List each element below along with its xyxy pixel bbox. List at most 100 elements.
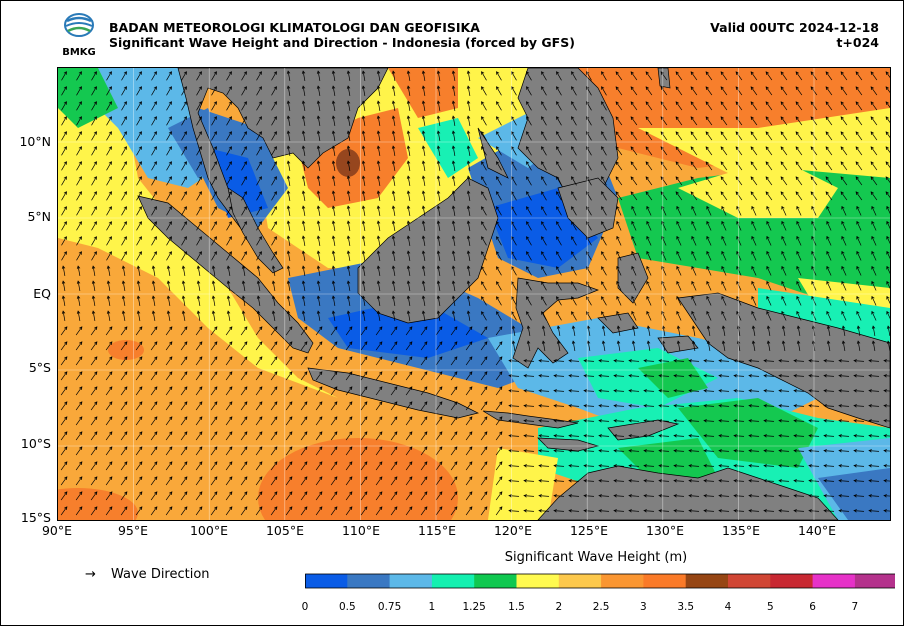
wave-arrow	[106, 221, 112, 231]
wave-arrow	[868, 419, 880, 423]
wave-arrow	[436, 160, 441, 171]
wave-arrow	[643, 464, 655, 468]
wave-arrow	[316, 145, 321, 156]
wave-arrow	[673, 434, 685, 438]
wave-arrow	[120, 476, 128, 486]
wave-arrow	[628, 374, 640, 378]
wave-arrow	[406, 100, 411, 111]
wave-arrow	[315, 401, 323, 411]
wave-arrow	[868, 434, 880, 438]
wave-arrow	[436, 130, 441, 141]
wave-arrow	[823, 449, 835, 453]
wave-arrow	[135, 431, 143, 441]
wave-arrow	[301, 295, 306, 306]
wave-arrow	[628, 509, 640, 513]
wave-arrow	[495, 401, 503, 411]
wave-arrow	[196, 71, 202, 81]
colorbar-tick-4: 1.25	[462, 601, 486, 613]
wave-arrow	[765, 71, 773, 81]
wave-arrow	[480, 476, 488, 486]
wave-arrow	[301, 205, 306, 216]
lat-tick-5n: 5°N	[27, 209, 51, 224]
wave-arrow	[615, 71, 623, 81]
wave-arrow	[883, 359, 890, 363]
wave-arrow	[196, 221, 202, 231]
wave-arrow	[91, 295, 96, 306]
wave-arrow	[330, 386, 338, 396]
wave-arrow	[391, 250, 396, 261]
wave-arrow	[556, 71, 562, 81]
wave-arrow	[703, 419, 715, 423]
wave-arrow	[571, 176, 577, 186]
wave-arrow	[271, 265, 276, 276]
wave-arrow	[210, 386, 218, 396]
wave-arrow	[151, 310, 156, 321]
wave-arrow	[166, 131, 172, 141]
wave-arrow	[826, 340, 831, 351]
wave-arrow	[210, 356, 218, 366]
wave-arrow	[301, 130, 306, 141]
wave-arrow	[390, 356, 398, 366]
wave-arrow	[450, 446, 458, 456]
wave-arrow	[838, 449, 850, 453]
wave-arrow	[466, 70, 471, 81]
wave-arrow	[883, 464, 890, 468]
wave-arrow	[583, 494, 595, 498]
wave-arrow	[688, 404, 700, 408]
wave-arrow	[391, 280, 396, 291]
wave-arrow	[75, 386, 83, 396]
wave-arrow	[853, 359, 865, 363]
wave-arrow	[180, 356, 188, 366]
wave-arrow	[556, 281, 562, 291]
wave-arrow	[405, 446, 413, 456]
wave-arrow	[196, 206, 202, 216]
wave-arrow	[840, 71, 848, 81]
wave-arrow	[643, 389, 655, 393]
wave-arrow	[436, 85, 441, 96]
wave-arrow	[61, 280, 66, 291]
wave-arrow	[271, 101, 277, 111]
wave-arrow	[241, 280, 246, 291]
wave-arrow	[76, 206, 82, 216]
wave-arrow	[181, 131, 187, 141]
wave-arrow	[795, 131, 803, 141]
lon-tick-135e: 135°E	[721, 523, 760, 538]
wave-arrow	[270, 506, 278, 516]
wave-arrow	[196, 310, 201, 321]
wave-arrow	[376, 190, 381, 201]
lat-tick-10n: 10°N	[19, 134, 51, 149]
wave-direction-arrow-icon: →	[85, 567, 96, 582]
wave-arrow	[195, 446, 203, 456]
wave-arrow	[91, 280, 96, 291]
wave-arrow	[495, 476, 503, 486]
wave-arrow	[361, 250, 366, 261]
wave-arrow	[180, 386, 188, 396]
wave-arrow	[868, 374, 880, 378]
lon-tick-105e: 105°E	[265, 523, 304, 538]
wave-arrow	[120, 431, 128, 441]
wave-arrow	[406, 130, 411, 141]
wave-arrow	[870, 176, 878, 186]
wave-arrow	[630, 146, 638, 156]
wave-arrow	[180, 506, 188, 516]
wave-arrow	[541, 146, 547, 156]
wave-arrow	[885, 146, 890, 154]
wave-arrow	[645, 191, 653, 201]
wave-arrow	[673, 449, 685, 453]
wave-arrow	[436, 100, 441, 111]
wave-arrow	[601, 281, 607, 291]
wave-arrow	[523, 419, 535, 423]
wave-arrow	[598, 419, 610, 423]
wave-arrow	[61, 176, 67, 186]
wave-arrow	[495, 356, 503, 366]
wave-arrow	[466, 205, 471, 216]
wave-arrow	[316, 160, 321, 171]
wave-arrow	[150, 386, 158, 396]
wave-arrow	[331, 70, 336, 81]
wave-arrow	[136, 206, 142, 216]
wave-arrow	[390, 401, 398, 411]
wave-arrow	[256, 131, 262, 141]
wave-arrow	[360, 446, 368, 456]
wave-arrow	[135, 416, 143, 426]
wave-arrow	[795, 86, 803, 96]
